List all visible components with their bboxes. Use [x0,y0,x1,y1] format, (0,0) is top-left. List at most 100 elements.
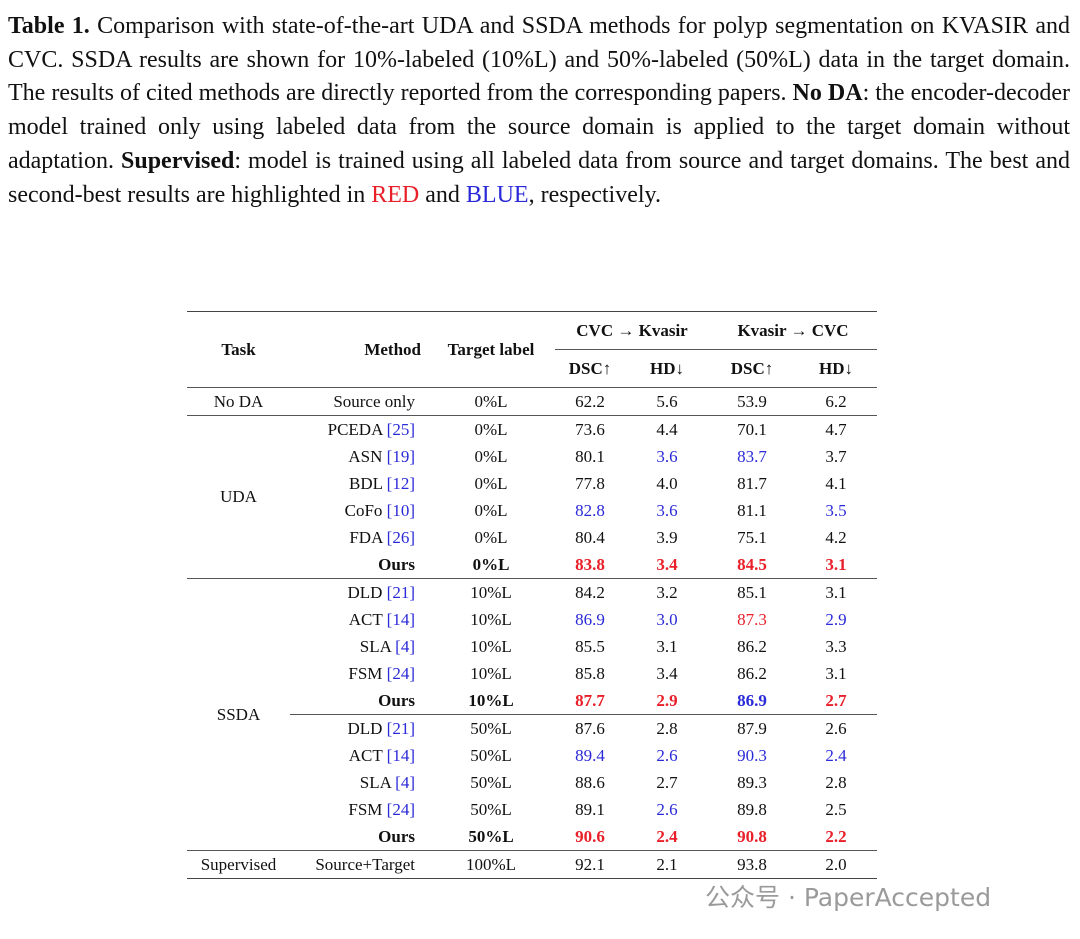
target-cell: 50%L [468,826,514,846]
results-table: Task Method Target label CVC → Kvasir Kvasir… [187,311,878,879]
caption-term: Supervised [121,147,235,174]
value-cell: 2.6 [656,745,678,765]
value-cell: 3.7 [825,446,847,466]
value-cell: 2.8 [825,772,847,792]
citation: [14] [386,609,415,629]
value-cell: 3.3 [825,636,847,656]
caption-text: : the encoder-decoder model trained only… [8,80,1070,174]
method-name: SLA [359,636,391,656]
table-row: SLA [4] 50%L 88.6 2.7 89.3 2.8 [187,769,877,796]
citation: [12] [386,473,415,493]
value-cell: 2.9 [656,690,678,710]
target-cell: 0%L [472,554,510,574]
method-name: DLD [347,582,383,602]
target-cell: 50%L [470,745,512,765]
target-cell: 0%L [474,500,508,520]
value-cell: 87.3 [737,609,767,629]
value-cell: 2.6 [656,799,678,819]
method-cell: BDL [12] [290,470,427,497]
value-cell: 82.8 [575,500,605,520]
target-cell: 0%L [474,527,508,547]
table-row: Ours 50%L 90.6 2.4 90.8 2.2 [187,823,877,851]
value-cell: 2.1 [625,850,710,879]
header-metric: HD↓ [819,358,854,378]
value-cell: 86.2 [737,636,767,656]
method-cell: Ours [290,551,427,579]
value-cell: 92.1 [555,850,625,879]
table-row: Supervised Source+Target 100%L 92.1 2.1 93.8 2… [187,850,878,879]
target-cell: 10%L [470,636,512,656]
value-cell: 3.5 [825,500,847,520]
target-cell: 10%L [468,690,514,710]
value-cell: 81.7 [737,473,767,493]
task-cell: SSDA [187,578,290,851]
caption-blue: BLUE [465,181,529,208]
citation: [19] [386,446,415,466]
caption-term: No DA [792,80,863,107]
task-cell: No DA [187,387,290,416]
table-row: No DA Source only 0%L 62.2 5.6 53.9 6.2 [187,387,878,416]
value-cell: 2.4 [656,826,678,846]
table-row: FDA [26] 0%L 80.4 3.9 75.1 4.2 [187,524,877,551]
target-cell: 0%L [474,446,508,466]
value-cell: 77.8 [575,473,605,493]
method-cell: FSM [24] [290,796,427,823]
value-cell: 2.4 [825,745,847,765]
header-group: Kvasir → CVC [709,311,878,350]
caption-text: , respectively. [528,181,661,208]
value-cell: 85.1 [709,578,796,606]
table-row: BDL [12] 0%L 77.8 4.0 81.7 4.1 [187,470,877,497]
value-cell: 3.1 [656,636,678,656]
citation: [24] [386,799,415,819]
value-cell: 75.1 [737,527,767,547]
method-cell: PCEDA [25] [290,415,427,443]
value-cell: 90.8 [737,826,767,846]
task-cell: UDA [187,415,290,579]
caption: Table 1. Comparison with state-of-the-ar… [8,10,1070,212]
method-name: CoFo [344,500,383,520]
header-row: DSC↑ HD↓ DSC↑ HD↓ [187,350,877,388]
value-cell: 2.8 [625,714,710,742]
value-cell: 3.6 [656,446,678,466]
citation: [24] [386,663,415,683]
method-name: Ours [378,826,415,846]
method-name: Source only [333,391,415,411]
method-name: PCEDA [327,419,383,439]
target-cell: 0%L [427,387,555,416]
value-cell: 3.9 [656,527,678,547]
value-cell: 90.3 [737,745,767,765]
method-name: FDA [349,527,383,547]
method-cell: Ours [290,687,427,715]
caption-label: Table 1. [8,13,90,39]
value-cell: 89.4 [575,745,605,765]
table-row: SSDA DLD [21] 10%L 84.2 3.2 85.1 3.1 [187,578,878,851]
value-cell: 3.0 [656,609,678,629]
method-name: ACT [348,745,383,765]
header-cell: Method [290,311,427,388]
header-metric: DSC↑ [730,358,774,378]
header-cell: Task [187,311,290,388]
caption-text: and [419,181,466,208]
value-cell: 83.7 [737,446,767,466]
value-cell: 86.9 [575,609,605,629]
method-name: ASN [348,446,383,466]
method-name: Ours [378,690,415,710]
method-cell: ASN [19] [290,443,427,470]
method-cell: Source only [290,387,427,416]
target-cell: 100%L [427,850,555,879]
method-name: DLD [347,718,383,738]
method-cell: SLA [4] [290,769,427,796]
target-cell: 0%L [474,473,508,493]
value-cell: 89.1 [575,799,605,819]
method-name: FSM [348,799,383,819]
citation: [4] [395,636,415,656]
table-row: ASN [19] 0%L 80.1 3.6 83.7 3.7 [187,443,877,470]
method-name: SLA [359,772,391,792]
table-row: ACT [14] 50%L 89.4 2.6 90.3 2.4 [187,742,877,769]
watermark: 公众号 · PaperAccepted [705,883,992,912]
table-row: Ours 10%L 87.7 2.9 86.9 2.7 [187,687,877,715]
citation: [21] [386,582,415,602]
value-cell: 87.7 [575,690,605,710]
table-row: ACT [14] 10%L 86.9 3.0 87.3 2.9 [187,606,877,633]
value-cell: 4.7 [795,415,878,443]
